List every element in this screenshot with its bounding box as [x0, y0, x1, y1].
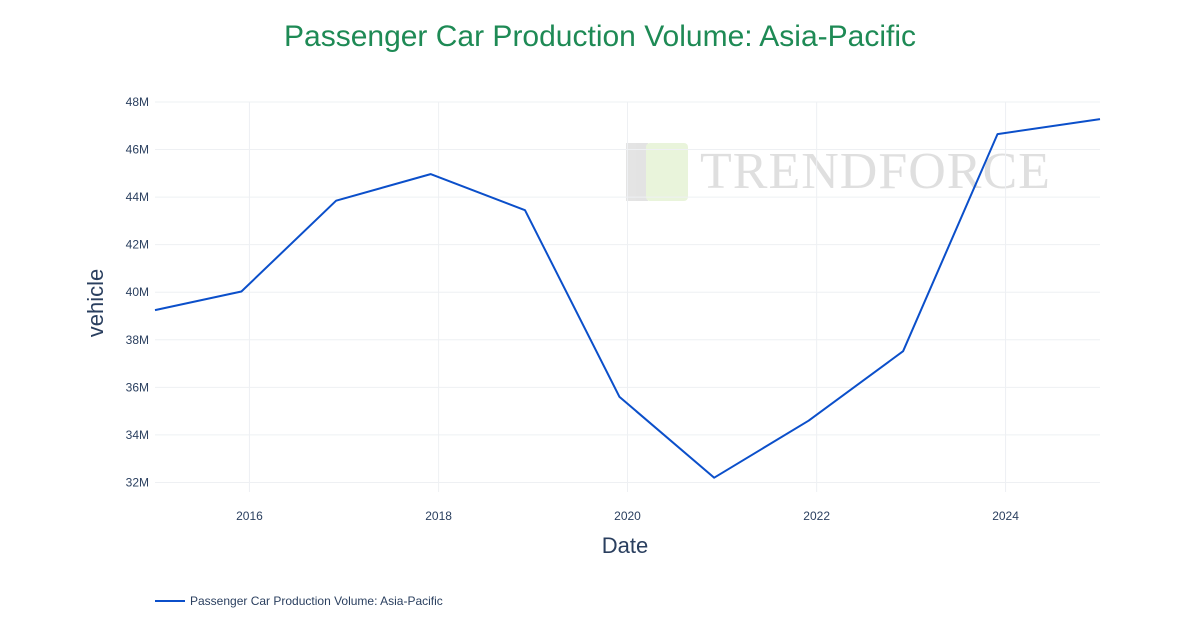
y-axis-ticks: 32M 34M 36M 38M 40M 42M 44M 46M 48M: [126, 95, 149, 489]
y-tick-label: 36M: [126, 380, 149, 394]
series-line[interactable]: [154, 118, 1101, 479]
chart-title: Passenger Car Production Volume: Asia-Pa…: [284, 20, 916, 53]
y-tick-label: 46M: [126, 143, 149, 157]
x-axis-ticks: 2016 2018 2020 2022 2024: [236, 509, 1019, 523]
y-tick-label: 44M: [126, 190, 149, 204]
x-tick-label: 2020: [614, 509, 641, 523]
watermark-text: TRENDFORCE: [700, 143, 1051, 200]
y-gridlines: [155, 101, 1100, 483]
y-tick-label: 38M: [126, 333, 149, 347]
x-tick-label: 2024: [992, 509, 1019, 523]
y-tick-label: 32M: [126, 475, 149, 489]
y-axis-title: vehicle: [83, 269, 108, 337]
legend[interactable]: Passenger Car Production Volume: Asia-Pa…: [155, 594, 443, 608]
x-axis-title: Date: [602, 533, 648, 558]
x-tick-label: 2022: [803, 509, 830, 523]
y-tick-label: 48M: [126, 95, 149, 109]
legend-line-swatch: [155, 600, 185, 602]
y-tick-label: 34M: [126, 428, 149, 442]
series-layer: [154, 118, 1101, 479]
y-tick-label: 42M: [126, 238, 149, 252]
x-gridlines: [248, 102, 1007, 492]
x-tick-label: 2016: [236, 509, 263, 523]
legend-label: Passenger Car Production Volume: Asia-Pa…: [190, 594, 443, 608]
watermark: TRENDFORCE: [626, 142, 1051, 201]
trendforce-logo-icon: [626, 142, 688, 201]
x-tick-label: 2018: [425, 509, 452, 523]
y-tick-label: 40M: [126, 285, 149, 299]
